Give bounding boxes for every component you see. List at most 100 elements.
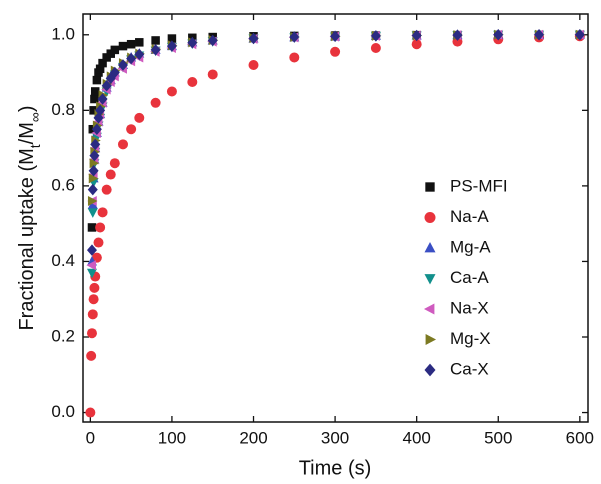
- data-point: [452, 29, 463, 41]
- data-point: [248, 32, 259, 45]
- data-point: [110, 45, 120, 55]
- data-point: [117, 139, 128, 150]
- x-tick-label: 300: [321, 428, 349, 447]
- data-point: [370, 43, 381, 53]
- data-point: [101, 80, 112, 92]
- data-point: [88, 165, 99, 177]
- data-point: [88, 294, 99, 305]
- data-point: [86, 350, 97, 361]
- data-point: [95, 222, 106, 233]
- y-axis-title-part: Fractional uptake (M: [16, 148, 38, 330]
- data-point: [134, 112, 145, 123]
- x-tick-label: 400: [402, 428, 430, 447]
- data-point: [91, 123, 102, 135]
- data-point: [91, 252, 102, 263]
- data-point: [248, 60, 259, 70]
- data-point: [411, 39, 422, 50]
- y-tick-label: 0.8: [51, 100, 75, 119]
- y-tick-label: 0.6: [51, 175, 75, 194]
- y-tick-label: 0.0: [51, 402, 75, 421]
- data-point: [167, 34, 177, 43]
- data-point: [126, 52, 137, 65]
- x-tick-label: 0: [86, 428, 95, 447]
- data-point: [493, 29, 504, 41]
- data-point: [117, 59, 128, 71]
- data-point: [86, 244, 97, 256]
- y-tick-label: 0.4: [51, 251, 75, 270]
- x-axis-title: Time (s): [299, 457, 372, 479]
- data-point: [97, 93, 108, 105]
- x-tick-label: 600: [566, 428, 594, 447]
- data-point: [105, 169, 116, 180]
- data-point: [87, 183, 98, 196]
- data-point: [95, 64, 105, 74]
- data-point: [207, 34, 218, 47]
- x-tick-label: 100: [158, 428, 186, 447]
- data-point: [93, 237, 104, 248]
- data-point: [87, 196, 98, 206]
- data-point: [87, 208, 98, 218]
- data-point: [90, 87, 100, 96]
- data-point: [126, 124, 137, 135]
- data-point: [150, 97, 161, 108]
- data-point: [92, 75, 102, 85]
- data-point: [166, 40, 177, 52]
- data-point: [87, 309, 98, 320]
- y-axis-title: Fractional uptake (Mt/M∞): [16, 105, 42, 330]
- data-point: [89, 149, 100, 162]
- data-point: [118, 41, 128, 51]
- data-point: [370, 30, 381, 42]
- legend-marker: [424, 212, 436, 223]
- data-point: [166, 86, 177, 97]
- data-point: [86, 328, 97, 339]
- data-point: [330, 30, 341, 43]
- data-point: [95, 104, 106, 117]
- legend-label: Na-X: [450, 298, 489, 317]
- data-point: [88, 173, 99, 184]
- data-point: [90, 94, 99, 104]
- data-point: [289, 52, 300, 63]
- data-point: [187, 36, 198, 49]
- data-point: [534, 29, 545, 41]
- data-point: [134, 48, 145, 61]
- x-tick-label: 200: [239, 428, 267, 447]
- y-axis-title-part: t: [27, 144, 43, 148]
- data-point: [98, 58, 107, 68]
- data-point: [86, 268, 97, 279]
- data-point: [109, 66, 120, 79]
- data-point: [90, 138, 101, 151]
- legend-marker: [424, 274, 436, 285]
- data-point: [574, 29, 585, 41]
- x-tick-label: 500: [484, 428, 512, 447]
- data-point: [101, 184, 112, 195]
- y-axis-title-part: /M: [16, 122, 38, 144]
- data-point: [126, 39, 136, 49]
- plot-frame: [82, 13, 589, 423]
- data-point: [87, 199, 98, 209]
- data-point: [135, 38, 144, 47]
- legend-label: Ca-X: [450, 359, 489, 378]
- legend-marker: [424, 363, 436, 377]
- legend-label: PS-MFI: [450, 176, 508, 195]
- data-point: [109, 158, 120, 169]
- y-axis-title-part: ∞: [27, 112, 43, 122]
- legend-label: Ca-A: [450, 268, 489, 287]
- data-point: [207, 69, 218, 80]
- data-point: [89, 282, 100, 293]
- y-axis-title-part: ): [16, 105, 38, 112]
- data-point: [150, 44, 161, 56]
- legend-marker: [425, 182, 435, 192]
- legend-marker: [424, 241, 436, 253]
- data-point: [289, 31, 300, 43]
- data-point: [85, 407, 96, 418]
- legend-marker: [425, 334, 437, 345]
- data-point: [87, 223, 97, 232]
- data-point: [151, 36, 160, 45]
- data-point: [411, 29, 422, 42]
- data-point: [187, 77, 198, 87]
- y-tick-label: 0.2: [51, 326, 75, 345]
- data-point: [89, 158, 100, 169]
- data-point: [86, 260, 96, 271]
- legend-label: Mg-X: [450, 329, 491, 348]
